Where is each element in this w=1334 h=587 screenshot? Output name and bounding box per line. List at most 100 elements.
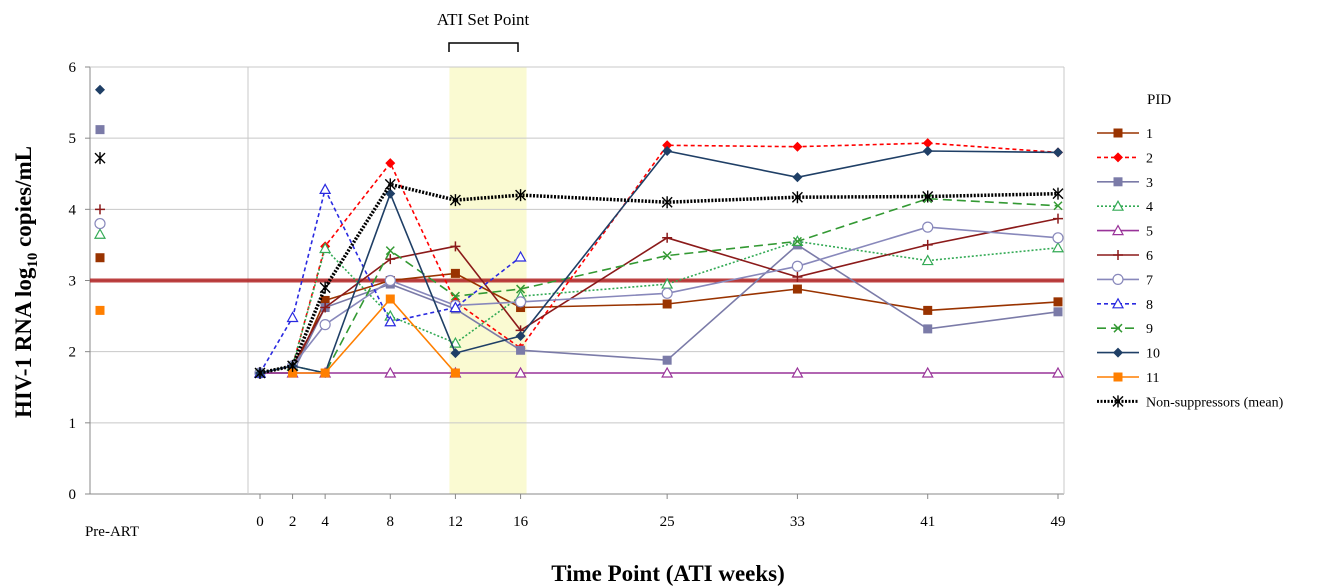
data-point: [791, 366, 804, 378]
legend-label: 5: [1146, 225, 1153, 240]
marker-diamond: [792, 172, 803, 183]
pre-art-point: [93, 228, 107, 239]
marker-square: [516, 345, 526, 355]
marker-triangle: [514, 366, 527, 378]
legend-item: 4: [1097, 199, 1153, 215]
marker-triangle: [791, 366, 804, 378]
data-point: [319, 242, 332, 254]
marker-plus: [1053, 213, 1063, 224]
marker-plus: [662, 232, 673, 243]
series-line: [260, 243, 1059, 374]
annotation: ATI Set Point: [437, 10, 530, 52]
marker-square: [923, 305, 933, 315]
pre-art-point: [95, 125, 105, 135]
marker-square: [320, 368, 330, 378]
data-point: [515, 331, 526, 342]
marker-asterisk: [319, 281, 331, 294]
data-point: [661, 366, 674, 378]
series-1: [95, 253, 1063, 378]
data-point: [1051, 366, 1065, 378]
marker-square: [95, 125, 105, 135]
marker-diamond: [922, 145, 933, 156]
x-tick-label: 8: [387, 514, 395, 530]
marker-diamond: [792, 141, 803, 152]
data-point: [385, 246, 395, 256]
legend: PID 1 2 3 4 5 6 7 8 9 10 11 Non-suppressors (mean): [1097, 92, 1284, 410]
data-point: [922, 239, 933, 250]
data-point: [385, 294, 395, 304]
data-point: [661, 287, 673, 299]
data-point: [791, 260, 804, 272]
data-point: [791, 191, 803, 204]
legend-swatch-marker: [1113, 128, 1123, 138]
x-tick-label: 16: [513, 514, 529, 530]
data-point: [1053, 213, 1063, 224]
marker-asterisk: [287, 359, 299, 372]
data-point: [1051, 241, 1065, 253]
pre-art-point: [94, 217, 106, 230]
y-tick-label: 1: [69, 416, 77, 432]
data-point: [450, 291, 460, 301]
data-point: [792, 141, 803, 152]
data-point: [662, 299, 672, 309]
legend-swatch-marker: [1113, 250, 1123, 260]
data-point: [922, 221, 934, 233]
data-point: [661, 196, 673, 209]
marker-square: [923, 324, 933, 334]
data-point: [254, 367, 266, 380]
data-point: [515, 189, 527, 202]
series-line: [259, 150, 1059, 374]
marker-asterisk: [661, 196, 673, 209]
marker-asterisk: [1052, 187, 1064, 200]
data-point: [514, 366, 527, 378]
marker-asterisk: [449, 194, 461, 207]
data-point: [516, 284, 526, 294]
data-point: [319, 281, 331, 294]
marker-diamond: [1053, 147, 1063, 158]
marker-square: [1053, 297, 1063, 307]
data-point: [1053, 201, 1063, 211]
marker-plus: [792, 271, 803, 282]
marker-diamond: [1113, 152, 1123, 163]
data-point: [385, 158, 396, 169]
marker-triangle: [449, 301, 462, 313]
marker-square: [1113, 372, 1123, 382]
x-tick-label: 49: [1051, 514, 1066, 530]
series-line: [259, 142, 1059, 374]
legend-label: 8: [1146, 298, 1153, 313]
marker-diamond: [95, 84, 105, 95]
legend-item: 6: [1097, 249, 1153, 264]
x-tick-label: 33: [790, 514, 805, 530]
marker-asterisk: [515, 189, 527, 202]
y-tick-label: 2: [69, 345, 77, 361]
legend-item: 11: [1097, 371, 1159, 386]
set-point-annotation: ATI Set Point: [437, 10, 530, 29]
marker-triangle: [514, 250, 527, 262]
data-point: [384, 178, 396, 191]
series-11: [95, 294, 460, 378]
data-point: [792, 172, 803, 183]
data-point: [662, 355, 672, 365]
data-point: [922, 145, 933, 156]
data-point: [921, 254, 934, 266]
y-tick-label: 0: [69, 487, 77, 503]
marker-square: [516, 303, 526, 313]
series-3: [95, 125, 1063, 378]
legend-swatch-marker: [1112, 273, 1124, 285]
y-axis-title-sub: 10: [25, 253, 41, 268]
marker-diamond: [385, 158, 396, 169]
axes: [85, 66, 1065, 499]
y-axis-title: HIV-1 RNA log10 copies/mL: [11, 146, 41, 418]
data-point: [385, 188, 396, 199]
legend-swatch-marker: [1112, 395, 1124, 408]
marker-circle: [661, 287, 673, 299]
y-tick-label: 6: [69, 60, 77, 76]
legend-swatch-marker: [1111, 297, 1125, 309]
marker-x: [516, 284, 526, 294]
data-point: [384, 315, 397, 327]
data-point: [384, 274, 396, 287]
legend-swatch-marker: [1113, 177, 1123, 187]
axis-titles: Time Point (ATI weeks) HIV-1 RNA log10 c…: [11, 146, 785, 586]
data-point: [450, 368, 460, 378]
